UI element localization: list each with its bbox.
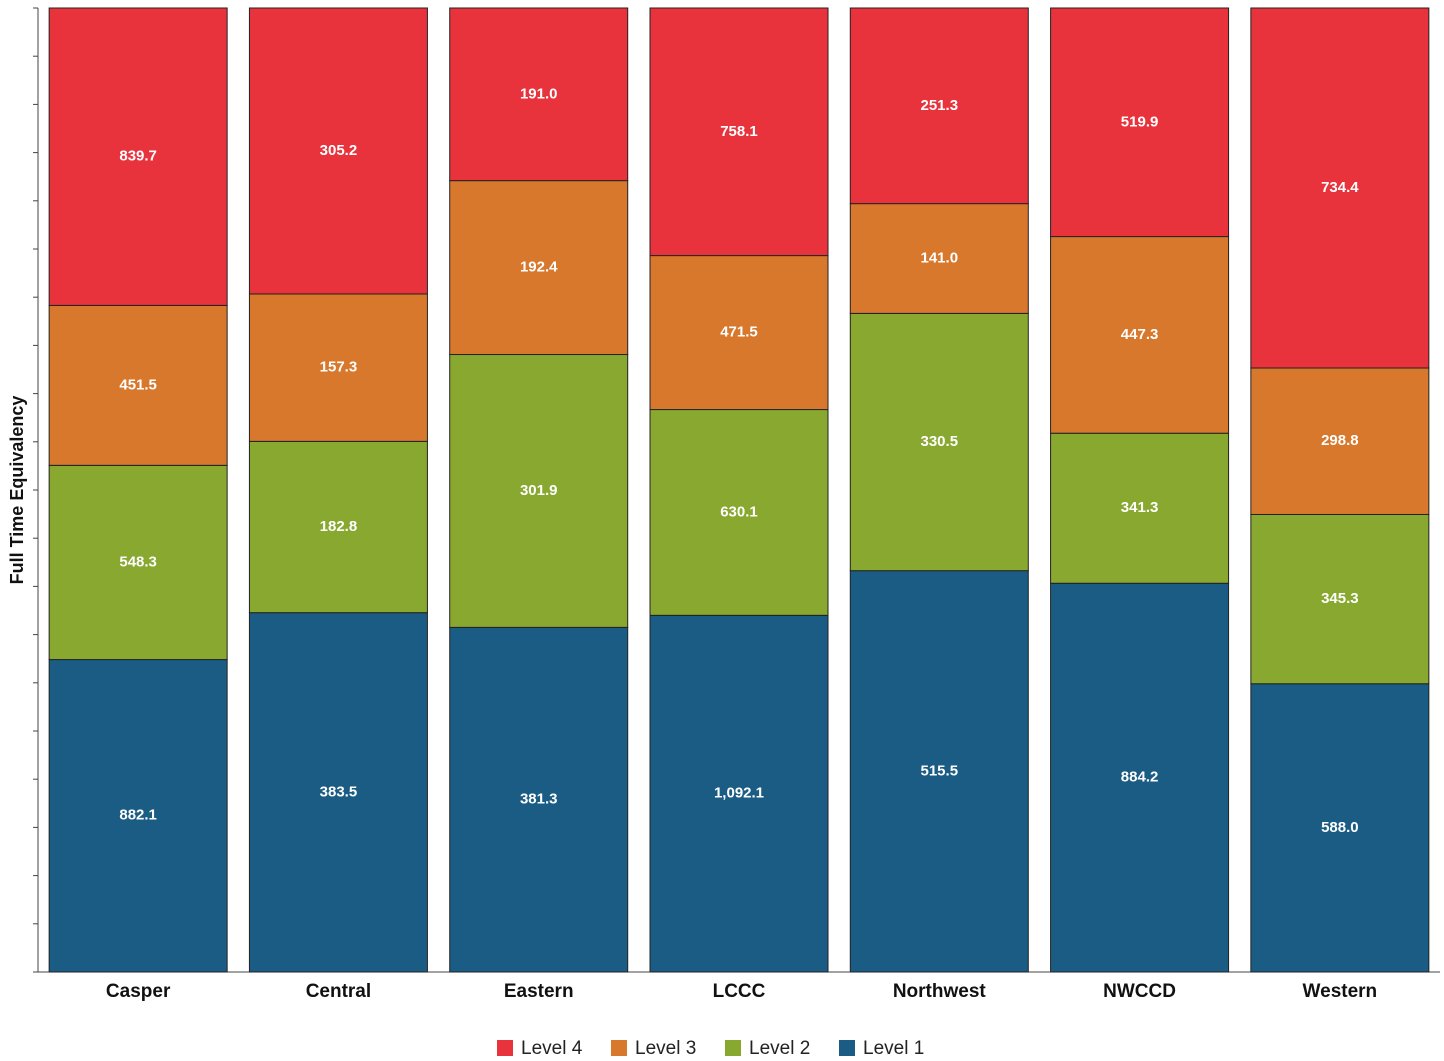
legend-label: Level 3 <box>635 1038 696 1059</box>
data-label: 330.5 <box>921 433 959 450</box>
bar-segment <box>449 354 629 628</box>
bar-segment <box>1250 513 1430 685</box>
bar-segment <box>48 7 228 306</box>
bar-segment <box>1050 236 1230 434</box>
legend-swatch <box>611 1040 627 1056</box>
x-tick-label: Western <box>1303 981 1378 1002</box>
bar-segment <box>248 7 428 295</box>
data-label: 588.0 <box>1321 819 1359 836</box>
x-tick-label: Casper <box>106 981 171 1002</box>
legend-swatch <box>497 1040 513 1056</box>
y-axis-label: Full Time Equivalency <box>7 396 27 585</box>
x-tick-label: Central <box>306 981 371 1002</box>
bar-segment <box>849 312 1029 572</box>
bar-segment <box>849 570 1029 973</box>
data-label: 630.1 <box>720 503 758 520</box>
data-label: 519.9 <box>1121 113 1159 130</box>
data-label: 182.8 <box>320 518 358 535</box>
bar-segment <box>649 7 829 257</box>
legend-swatch <box>839 1040 855 1056</box>
data-label: 305.2 <box>320 142 358 159</box>
data-label: 298.8 <box>1321 432 1359 449</box>
bar-segment <box>849 7 1029 205</box>
legend-label: Level 2 <box>749 1038 810 1059</box>
bar-segment <box>1250 7 1430 369</box>
data-label: 251.3 <box>921 97 959 114</box>
bar-segment <box>1250 683 1430 973</box>
bar-segment <box>248 440 428 614</box>
legend-label: Level 1 <box>863 1038 924 1059</box>
bar-segment <box>649 409 829 616</box>
bar-segment <box>48 659 228 973</box>
bar-segment <box>1050 7 1230 238</box>
data-label: 141.0 <box>921 249 959 266</box>
data-label: 884.2 <box>1121 769 1159 786</box>
x-tick-label: Eastern <box>504 981 574 1002</box>
bar-segment <box>248 293 428 442</box>
bar-segment <box>48 304 228 466</box>
data-label: 548.3 <box>119 553 157 570</box>
data-label: 157.3 <box>320 359 358 376</box>
data-label: 301.9 <box>520 482 558 499</box>
data-label: 447.3 <box>1121 326 1159 343</box>
bar-segment <box>649 255 829 411</box>
data-label: 1,092.1 <box>714 785 764 802</box>
bar-segment <box>48 464 228 661</box>
data-label: 345.3 <box>1321 590 1359 607</box>
data-label: 515.5 <box>921 762 959 779</box>
data-label: 758.1 <box>720 123 758 140</box>
data-label: 341.3 <box>1121 499 1159 516</box>
data-label: 734.4 <box>1321 179 1359 196</box>
bar-segment <box>649 614 829 973</box>
bar-segment <box>1050 582 1230 973</box>
legend-label: Level 4 <box>521 1038 583 1059</box>
bar-segment <box>449 180 629 356</box>
data-label: 882.1 <box>119 807 157 824</box>
x-tick-label: LCCC <box>713 981 766 1002</box>
legend-swatch <box>725 1040 741 1056</box>
bar-segment <box>449 626 629 973</box>
data-label: 471.5 <box>720 324 758 341</box>
data-label: 451.5 <box>119 376 157 393</box>
bar-segment <box>1250 367 1430 515</box>
data-label: 192.4 <box>520 259 558 276</box>
bar-segment <box>449 7 629 182</box>
bar-segment <box>849 203 1029 314</box>
bar-segment <box>1050 432 1230 584</box>
data-label: 839.7 <box>119 148 157 165</box>
x-tick-label: NWCCD <box>1103 981 1176 1002</box>
x-tick-label: Northwest <box>893 981 987 1002</box>
data-label: 381.3 <box>520 791 558 808</box>
bar-segment <box>248 612 428 973</box>
data-label: 191.0 <box>520 85 558 102</box>
data-label: 383.5 <box>320 783 358 800</box>
